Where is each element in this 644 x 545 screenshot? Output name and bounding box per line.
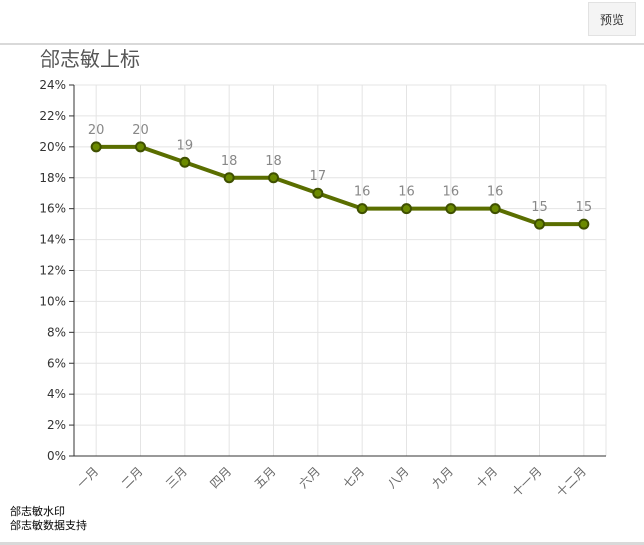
chart-grid [74,84,607,456]
y-tick-label: 0% [47,449,66,463]
preview-button[interactable]: 预览 [588,2,636,36]
x-tick-label: 九月 [429,464,456,491]
y-tick-label: 22% [39,109,66,123]
y-tick-label: 4% [47,387,66,401]
footer: 郃志敏水印 郃志敏数据支持 [10,505,87,533]
x-tick-label: 十月 [473,464,500,491]
chart-title: 郃志敏上标 [40,47,140,71]
y-tick-label: 14% [39,233,66,247]
data-label: 20 [88,123,105,138]
series-line-path [96,144,584,227]
data-labels: 20 20 19 18 18 17 16 16 16 16 15 15 [88,123,592,215]
y-tick-label: 12% [39,264,66,278]
y-tick-label: 6% [47,356,66,370]
x-tick-label: 十一月 [509,464,544,499]
data-label: 19 [177,138,194,153]
x-tick-label: 六月 [296,464,323,491]
y-tick-label: 10% [39,294,66,308]
data-point [356,203,368,215]
data-label: 20 [132,123,149,138]
y-tick-labels: 0% 2% 4% 6% 8% 10% 12% 14% 16% 18% 20% 22% 24% [39,78,66,463]
series-line [96,144,584,227]
y-tick-label: 16% [39,202,66,216]
data-label: 17 [310,169,327,184]
x-tick-labels: 一月 二月 三月 四月 五月 六月 七月 八月 九月 十月 十一月 十二月 [74,464,589,499]
data-label: 16 [487,185,504,200]
data-label: 18 [265,154,282,169]
x-tick-label: 一月 [74,464,101,491]
y-tick-label: 20% [39,140,66,154]
y-tick-label: 24% [39,78,66,92]
data-point [90,141,102,153]
data-label: 18 [221,154,238,169]
data-point [135,141,146,153]
x-tick-label: 五月 [252,464,279,491]
series-points [90,141,590,230]
data-point [578,218,590,230]
data-label: 16 [354,185,371,200]
x-tick-label: 四月 [207,464,234,491]
data-point [268,172,279,184]
chart-axes [69,84,606,457]
data-label: 15 [576,200,593,215]
x-tick-label: 十二月 [554,464,589,499]
x-tick-label: 七月 [340,464,367,491]
data-label: 16 [443,185,460,200]
data-point [312,187,324,199]
data-point [179,156,191,168]
y-tick-label: 18% [39,171,66,185]
x-tick-label: 二月 [119,464,146,491]
data-point [445,203,457,215]
data-label: 16 [398,185,415,200]
y-tick-label: 2% [47,418,66,432]
data-point [223,172,235,184]
data-point [401,203,412,215]
data-point [534,218,545,230]
data-label: 15 [531,200,548,215]
x-tick-label: 八月 [385,464,412,491]
bottom-divider [0,542,644,545]
top-toolbar: 预览 [0,0,644,45]
watermark-text: 郃志敏水印 [10,505,65,518]
y-tick-label: 8% [47,325,66,339]
x-tick-label: 三月 [163,464,190,491]
data-point [489,203,501,215]
data-support-text: 郃志敏数据支持 [10,519,87,532]
